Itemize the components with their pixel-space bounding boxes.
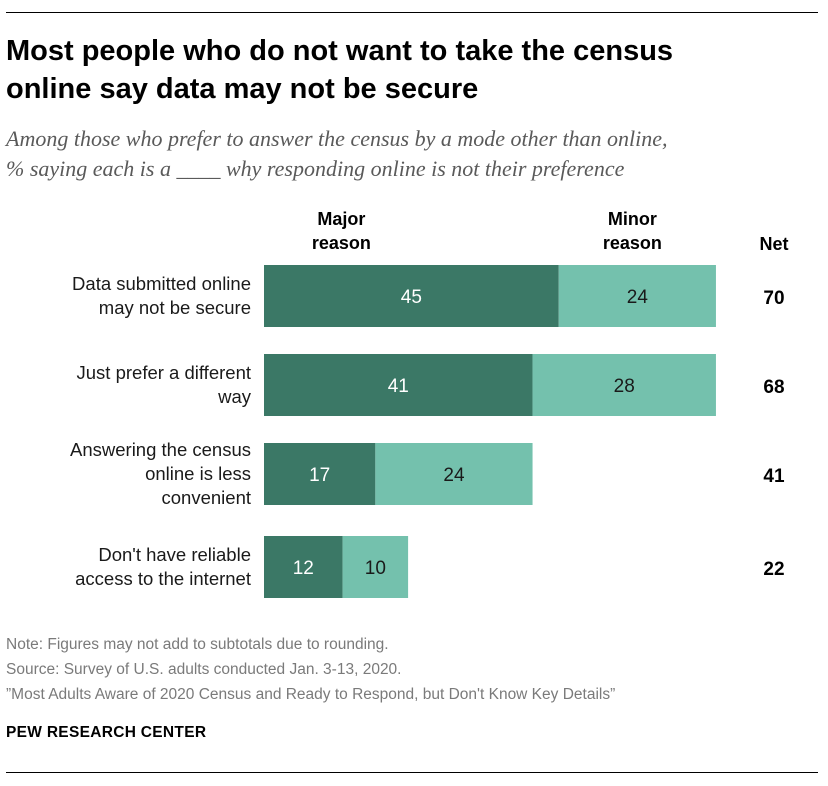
subtitle-line-2: % saying each is a ____ why responding o… (6, 156, 625, 181)
minor-reason-header-line: Minor (608, 209, 657, 229)
category-label-line: online is less (145, 463, 251, 484)
category-label-line: access to the internet (75, 568, 251, 589)
minor-reason-value: 24 (627, 287, 649, 308)
category-label-line: Just prefer a different (77, 362, 251, 383)
major-reason-bar (264, 536, 343, 598)
major-reason-value: 17 (309, 465, 330, 486)
major-reason-header: Major reason (312, 209, 371, 253)
minor-reason-header-line: reason (603, 233, 662, 253)
subtitle-line-1: Among those who prefer to answer the cen… (6, 126, 668, 151)
source-text: Source: Survey of U.S. adults conducted … (6, 661, 402, 678)
title-line-1: Most people who do not want to take the … (6, 35, 674, 67)
chart-row: Just prefer a different way 41 28 68 (77, 354, 785, 416)
net-value: 70 (763, 288, 784, 309)
category-label: Data submitted online may not be secure (72, 273, 251, 318)
report-title-text: ”Most Adults Aware of 2020 Census and Re… (6, 686, 616, 703)
chart-row: Data submitted online may not be secure 45… (72, 265, 785, 327)
minor-reason-value: 10 (365, 558, 386, 579)
minor-reason-value: 24 (443, 465, 465, 486)
chart-row: Don't have reliable access to the interne… (75, 536, 785, 598)
major-reason-value: 12 (293, 558, 314, 579)
category-label: Answering the census online is less conven… (70, 439, 251, 508)
net-value: 68 (763, 377, 784, 398)
net-value: 22 (763, 559, 784, 580)
note-text: Note: Figures may not add to subtotals d… (6, 636, 389, 653)
chart-subtitle: Among those who prefer to answer the cen… (6, 124, 816, 184)
bottom-rule (6, 772, 818, 773)
column-headers: Major reason Minor reason Net (312, 209, 789, 254)
title-line-2: online say data may not be secure (6, 73, 479, 105)
net-header: Net (759, 234, 788, 254)
chart-title: Most people who do not want to take the … (6, 32, 806, 108)
category-label-line: Data submitted online (72, 273, 251, 294)
major-reason-bar (264, 354, 533, 416)
category-label-line: convenient (162, 487, 251, 508)
minor-reason-bar (532, 354, 716, 416)
top-rule (6, 12, 818, 13)
category-label: Don't have reliable access to the interne… (75, 544, 251, 589)
category-label-line: may not be secure (99, 297, 251, 318)
major-reason-bar (264, 265, 559, 327)
minor-reason-value: 28 (614, 376, 635, 397)
stacked-bar-chart: Major reason Minor reason Net Data submitted… (70, 209, 789, 598)
major-reason-header-line: reason (312, 233, 371, 253)
minor-reason-bar (375, 443, 533, 505)
brand-name: PEW RESEARCH CENTER (6, 724, 207, 741)
chart-rows: Data submitted online may not be secure 45… (70, 265, 785, 598)
major-reason-bar (264, 443, 376, 505)
minor-reason-header: Minor reason (603, 209, 662, 253)
chart-row: Answering the census online is less conven… (70, 439, 785, 508)
minor-reason-bar (558, 265, 716, 327)
category-label-line: way (217, 386, 252, 407)
major-reason-value: 41 (388, 376, 409, 397)
major-reason-value: 45 (401, 287, 422, 308)
net-value: 41 (763, 466, 785, 487)
category-label: Just prefer a different way (77, 362, 252, 407)
category-label-line: Answering the census (70, 439, 251, 460)
minor-reason-bar (342, 536, 409, 598)
category-label-line: Don't have reliable (98, 544, 251, 565)
major-reason-header-line: Major (317, 209, 365, 229)
